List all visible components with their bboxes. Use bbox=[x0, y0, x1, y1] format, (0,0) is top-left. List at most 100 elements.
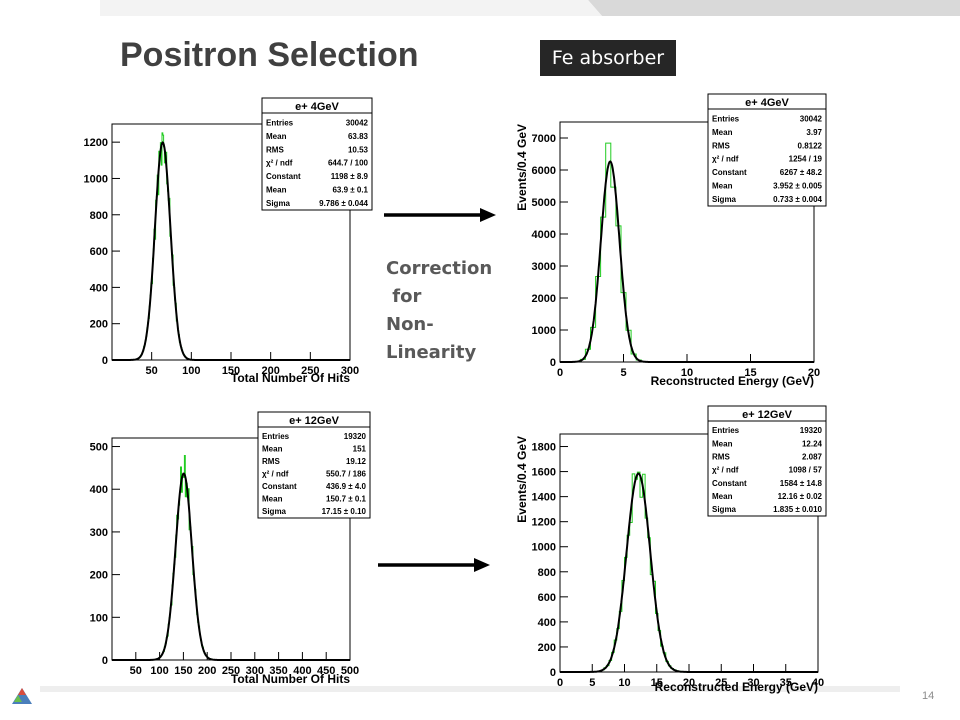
correction-note: Correction for Non- Linearity bbox=[386, 255, 506, 367]
y-tick-label: 1000 bbox=[84, 173, 108, 185]
stats-label: χ² / ndf bbox=[712, 155, 739, 164]
stats-value: 9.786 ± 0.044 bbox=[319, 199, 368, 208]
energy-4gev-histogram: 0 5 10 15 20 0 1000 2000 3000 4000 5000 6000 7000 Rec… bbox=[515, 93, 827, 388]
y-tick-label: 1600 bbox=[532, 467, 556, 479]
slide-title: Positron Selection bbox=[120, 36, 419, 74]
x-tick-label: 10 bbox=[681, 367, 693, 379]
y-tick-label: 1200 bbox=[532, 517, 556, 529]
note-line: Linearity bbox=[386, 342, 477, 363]
hits-12gev-histogram: 50 100 150 200 250 300 350 400 450 500 0 100 200 300 4… bbox=[90, 411, 371, 686]
stats-value: 17.15 ± 0.10 bbox=[322, 507, 367, 516]
stats-label: Constant bbox=[262, 482, 297, 491]
stats-label: Mean bbox=[712, 128, 733, 137]
x-tick-label: 50 bbox=[130, 665, 142, 677]
stats-box bbox=[261, 97, 373, 211]
stats-value: 1098 / 57 bbox=[789, 466, 823, 475]
stats-value: 3.97 bbox=[806, 128, 822, 137]
stats-title: e+ 12GeV bbox=[742, 409, 793, 421]
stats-title: e+ 4GeV bbox=[295, 101, 339, 113]
x-tick-label: 450 bbox=[317, 665, 335, 677]
x-tick-label: 25 bbox=[715, 677, 727, 689]
x-tick-label: 400 bbox=[293, 665, 311, 677]
x-tick-label: 250 bbox=[222, 665, 240, 677]
x-tick-label: 150 bbox=[222, 365, 240, 377]
y-tick-label: 100 bbox=[90, 612, 108, 624]
note-line: for bbox=[386, 286, 422, 307]
stats-value: 19320 bbox=[344, 432, 367, 441]
x-tick-label: 100 bbox=[150, 665, 168, 677]
stats-label: RMS bbox=[266, 145, 284, 154]
x-tick-label: 500 bbox=[341, 665, 359, 677]
top-right-grey-band bbox=[588, 0, 960, 16]
y-tick-label: 1200 bbox=[84, 137, 108, 149]
stats-label: Mean bbox=[712, 439, 733, 448]
y-tick-label: 400 bbox=[90, 484, 108, 496]
x-tick-label: 300 bbox=[246, 665, 264, 677]
x-tick-label: 100 bbox=[182, 365, 200, 377]
x-tick-label: 20 bbox=[808, 367, 820, 379]
y-axis-label: Events/0.4 GeV bbox=[515, 436, 529, 523]
stats-label: Mean bbox=[712, 182, 733, 191]
x-tick-label: 35 bbox=[780, 677, 792, 689]
x-tick-label: 300 bbox=[341, 365, 359, 377]
y-tick-label: 0 bbox=[102, 655, 108, 667]
stats-label: Mean bbox=[262, 495, 283, 504]
stats-value: 550.7 / 186 bbox=[326, 470, 367, 479]
x-tick-label: 10 bbox=[618, 677, 630, 689]
y-tick-label: 600 bbox=[538, 592, 556, 604]
hits-4gev-histogram: 50 100 150 200 250 300 0 200 400 600 800 1000 1200 To… bbox=[84, 97, 373, 385]
x-tick-label: 0 bbox=[557, 367, 563, 379]
stats-label: Constant bbox=[712, 479, 747, 488]
y-tick-label: 1800 bbox=[532, 442, 556, 454]
y-tick-label: 0 bbox=[102, 355, 108, 367]
stats-value: 6267 ± 48.2 bbox=[780, 168, 823, 177]
x-axis-label: Total Number Of Hits bbox=[231, 371, 350, 385]
y-tick-label: 300 bbox=[90, 527, 108, 539]
x-axis-label: Reconstructed Energy (GeV) bbox=[651, 374, 814, 388]
stats-label: χ² / ndf bbox=[712, 466, 739, 475]
y-tick-label: 6000 bbox=[532, 165, 556, 177]
x-tick-label: 20 bbox=[683, 677, 695, 689]
stats-label: Entries bbox=[712, 114, 740, 123]
stats-label: Mean bbox=[712, 492, 733, 501]
stats-label: Constant bbox=[266, 172, 301, 181]
stats-title: e+ 12GeV bbox=[289, 415, 340, 427]
stats-label: Constant bbox=[712, 168, 747, 177]
stats-box bbox=[707, 93, 827, 207]
stats-box bbox=[257, 411, 371, 519]
x-tick-label: 30 bbox=[747, 677, 759, 689]
stats-label: χ² / ndf bbox=[262, 470, 289, 479]
stats-value: 3.952 ± 0.005 bbox=[773, 182, 822, 191]
slide-number: 14 bbox=[922, 690, 935, 702]
x-tick-label: 40 bbox=[812, 677, 824, 689]
stats-label: Sigma bbox=[266, 199, 291, 208]
y-tick-label: 2000 bbox=[532, 293, 556, 305]
x-axis-label: Reconstructed Energy (GeV) bbox=[655, 680, 818, 694]
stats-label: Entries bbox=[262, 432, 290, 441]
top-right-light-band bbox=[100, 0, 602, 16]
x-tick-label: 350 bbox=[269, 665, 287, 677]
y-tick-label: 200 bbox=[90, 319, 108, 331]
x-tick-label: 0 bbox=[557, 677, 563, 689]
y-tick-label: 200 bbox=[538, 642, 556, 654]
note-line: Non- bbox=[386, 314, 434, 335]
stats-label: Entries bbox=[712, 426, 740, 435]
y-tick-label: 1000 bbox=[532, 542, 556, 554]
x-tick-label: 15 bbox=[651, 677, 663, 689]
stats-value: 1254 / 19 bbox=[789, 155, 823, 164]
stats-label: Mean bbox=[266, 186, 287, 195]
stats-label: χ² / ndf bbox=[266, 159, 293, 168]
stats-value: 644.7 / 100 bbox=[328, 159, 369, 168]
y-tick-label: 500 bbox=[90, 442, 108, 454]
logo-icon bbox=[12, 688, 32, 704]
y-tick-label: 1400 bbox=[532, 492, 556, 504]
stats-value: 12.16 ± 0.02 bbox=[778, 492, 823, 501]
y-tick-label: 3000 bbox=[532, 261, 556, 273]
stats-value: 436.9 ± 4.0 bbox=[326, 482, 367, 491]
stats-value: 63.83 bbox=[348, 132, 369, 141]
stats-label: Sigma bbox=[712, 505, 737, 514]
stats-label: Mean bbox=[266, 132, 287, 141]
y-tick-label: 400 bbox=[90, 282, 108, 294]
